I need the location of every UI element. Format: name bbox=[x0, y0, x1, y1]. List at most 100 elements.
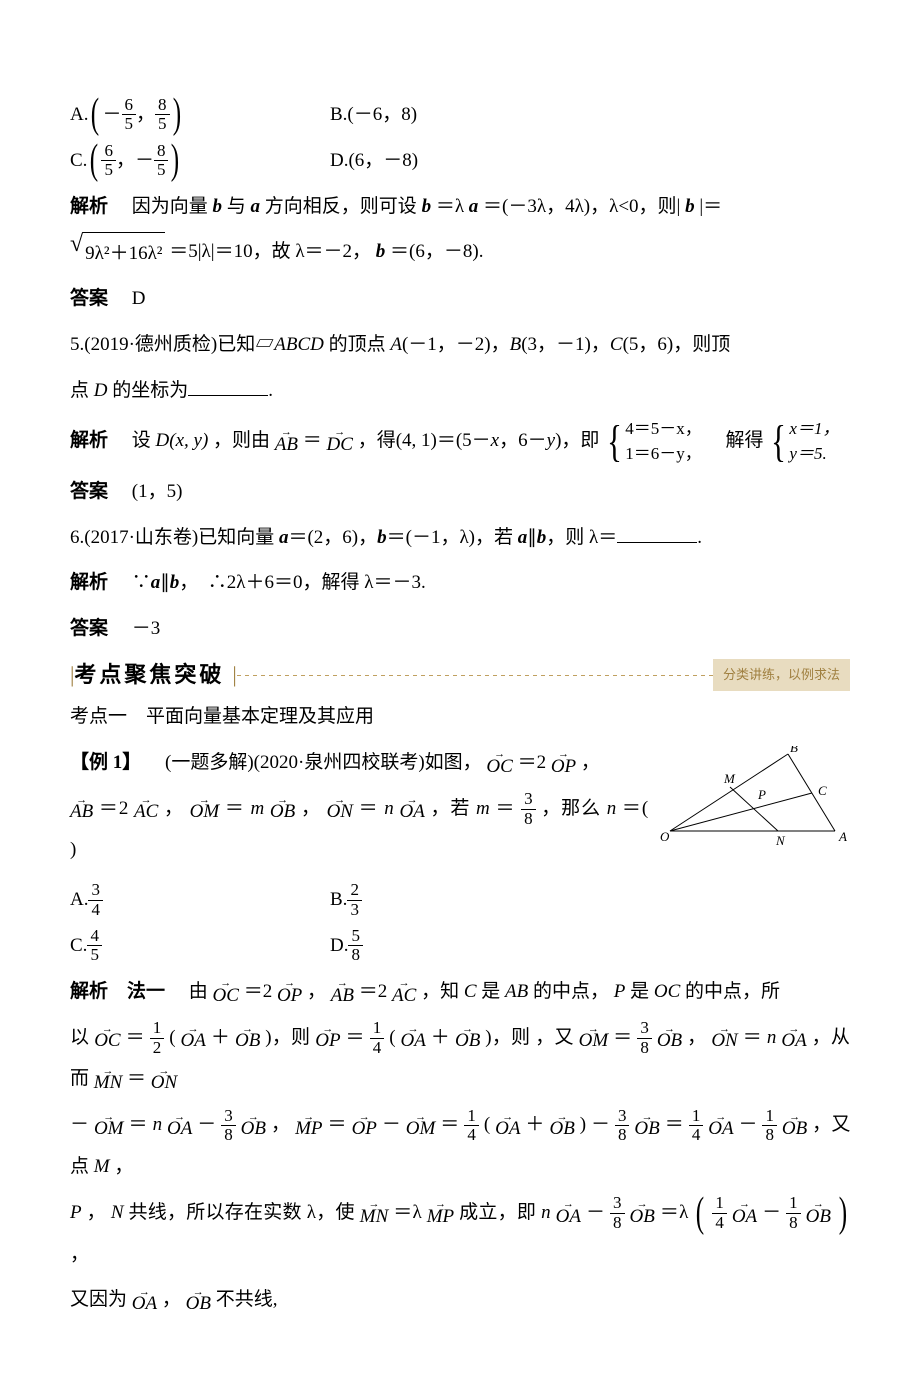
eq: ＝2 bbox=[518, 752, 547, 773]
b2: b bbox=[537, 527, 547, 548]
svg-text:N: N bbox=[775, 833, 786, 846]
dxy: D(x, y) bbox=[156, 430, 209, 451]
sol-label: 解析 bbox=[70, 430, 108, 451]
sol-label: 解析 法一 bbox=[70, 981, 165, 1002]
b: b bbox=[377, 527, 387, 548]
vOA3: →OA bbox=[781, 1027, 806, 1050]
sol-label: 解析 bbox=[70, 572, 108, 593]
q4-row-cd: C. ( 65 ，－ 85 ) D.(6，－8) bbox=[70, 140, 850, 182]
vOA: →OA bbox=[556, 1202, 581, 1225]
vOA3: →OA bbox=[708, 1115, 733, 1138]
vOP: →OP bbox=[277, 981, 302, 1004]
f14: 14 bbox=[464, 1107, 479, 1145]
svg-text:P: P bbox=[757, 787, 766, 802]
rp: )，则 bbox=[265, 1027, 310, 1048]
comma: ， bbox=[136, 94, 155, 136]
lp2: ( bbox=[389, 1027, 395, 1048]
ans-label: 答案 bbox=[70, 288, 108, 309]
f38b: 38 bbox=[615, 1107, 630, 1145]
c: ， bbox=[581, 752, 600, 773]
n: n bbox=[767, 1027, 777, 1048]
C: C bbox=[464, 981, 477, 1002]
M: M bbox=[94, 1156, 110, 1177]
D: D bbox=[94, 380, 108, 401]
eq4: ＝ bbox=[359, 798, 379, 819]
q4-sol: 解析 因为向量 b 与 a 方向相反，则可设 b ＝λ a ＝(－3λ，4λ)，… bbox=[70, 186, 850, 228]
e1: 4＝5－x， bbox=[625, 416, 702, 442]
P: P bbox=[70, 1202, 82, 1223]
ex1-ab: A. 34 B. 23 bbox=[70, 879, 850, 921]
c4: ，若 bbox=[430, 798, 476, 819]
triangle-figure: OABCMNP bbox=[660, 746, 850, 846]
vOB3: →OB bbox=[657, 1027, 682, 1050]
sol-label: 解析 bbox=[70, 196, 108, 217]
t6: 点 bbox=[70, 380, 94, 401]
vMN: →MN bbox=[94, 1069, 123, 1092]
mv: m bbox=[476, 798, 490, 819]
eq5: ＝ bbox=[495, 798, 515, 819]
s10: 以 bbox=[70, 1027, 89, 1048]
ex1-C: C. 45 bbox=[70, 925, 330, 967]
q4-optB: B.(－6，8) bbox=[330, 94, 417, 136]
vAC: →AC bbox=[392, 981, 416, 1004]
blank bbox=[617, 524, 697, 543]
lB: B. bbox=[330, 879, 347, 921]
f38: 38 bbox=[221, 1107, 236, 1145]
frac1: 65 bbox=[122, 96, 137, 134]
q4-optD: D.(6，－8) bbox=[330, 140, 418, 182]
P: P bbox=[614, 981, 626, 1002]
s27: 不共线, bbox=[216, 1289, 278, 1310]
sp bbox=[653, 798, 691, 819]
f14: 14 bbox=[370, 1019, 385, 1057]
lp: ( bbox=[169, 1027, 175, 1048]
t2: ＝(2，6)， bbox=[288, 527, 377, 548]
t1: 5.(2019·德州质检)已知▱ bbox=[70, 334, 274, 355]
f38: 38 bbox=[637, 1019, 652, 1057]
vOC: →OC bbox=[213, 981, 239, 1004]
kd1: 考点一 平面向量基本定理及其应用 bbox=[70, 696, 850, 738]
b3: b bbox=[685, 196, 695, 217]
vON: →ON bbox=[711, 1027, 737, 1050]
frac2: 85 bbox=[155, 96, 170, 134]
sqrt: √9λ²＋16λ² bbox=[70, 232, 165, 275]
p: . bbox=[268, 380, 273, 401]
t4: (3，－1)， bbox=[521, 334, 610, 355]
s26: ， bbox=[162, 1289, 181, 1310]
s2: ，则由 bbox=[213, 430, 270, 451]
f38: 38 bbox=[610, 1194, 625, 1232]
b4: b bbox=[376, 241, 386, 262]
section-subtitle: 分类讲练，以例求法 bbox=[713, 659, 850, 692]
s17: － bbox=[382, 1114, 401, 1135]
x: x bbox=[491, 430, 499, 451]
sys2: {x＝1，y＝5. bbox=[768, 416, 839, 467]
t5: ，则 λ＝ bbox=[546, 527, 617, 548]
vAC: →AC bbox=[134, 798, 158, 821]
eq15: ＝ bbox=[665, 1114, 684, 1135]
blank bbox=[188, 377, 268, 396]
ex1-sol-5: 又因为 →OA ， →OB 不共线, bbox=[70, 1279, 850, 1321]
lparen: ( bbox=[90, 144, 98, 178]
t5: ＝(6，－8). bbox=[390, 241, 483, 262]
B: B bbox=[510, 334, 522, 355]
t4: ＝5|λ|＝10，故 λ＝－2， bbox=[169, 241, 371, 262]
eq: ＝ bbox=[303, 430, 322, 451]
ex1-D: D. 58 bbox=[330, 925, 363, 967]
q5: 5.(2019·德州质检)已知▱ABCD 的顶点 A(－1，－2)，B(3，－1… bbox=[70, 324, 850, 366]
s5: )，即 bbox=[555, 430, 599, 451]
sys1: {4＝5－x，1＝6－y， bbox=[604, 416, 702, 467]
C: C bbox=[610, 334, 623, 355]
eq2: ＝2 bbox=[99, 798, 128, 819]
a: a bbox=[151, 572, 161, 593]
lA: A. bbox=[70, 879, 88, 921]
pl: ＋ bbox=[211, 1027, 230, 1048]
svg-text:A: A bbox=[838, 829, 847, 844]
t1: (一题多解)(2020·泉州四校联考)如图， bbox=[146, 752, 482, 773]
vAB: →AB bbox=[70, 798, 93, 821]
eq17: － bbox=[586, 1202, 605, 1223]
ex1-sol-2: 以 →OC ＝ 12 ( →OA ＋ →OB )，则 →OP ＝ 14 ( →O… bbox=[70, 1017, 850, 1101]
vOA: →OA bbox=[399, 798, 424, 821]
b: b bbox=[170, 572, 180, 593]
neg: － bbox=[102, 94, 121, 136]
eq12: ＝ bbox=[128, 1114, 147, 1135]
t1: 因为向量 bbox=[113, 196, 213, 217]
